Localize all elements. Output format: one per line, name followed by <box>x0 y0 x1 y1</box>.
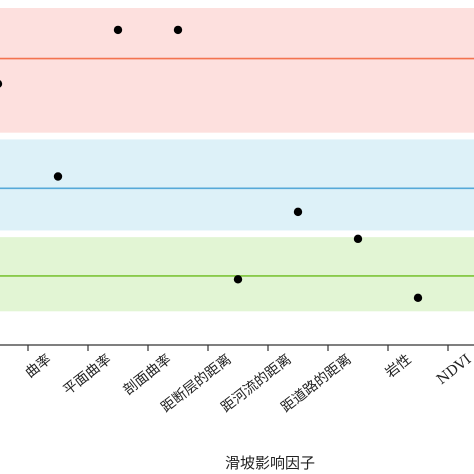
data-point <box>173 25 183 35</box>
data-point <box>113 25 123 35</box>
x-tick-label: 岩性 <box>383 352 415 382</box>
data-point <box>293 207 303 217</box>
data-point <box>353 234 363 244</box>
x-tick-label: 平面曲率 <box>60 351 115 399</box>
x-axis-title: 滑坡影响因子 <box>225 454 315 472</box>
data-points <box>0 25 423 303</box>
data-point <box>413 293 423 303</box>
data-point <box>0 80 3 88</box>
x-tick-label: NDVI <box>434 352 474 389</box>
x-tick-label: 剖面曲率 <box>120 351 175 399</box>
x-tick-label: 曲率 <box>22 351 55 382</box>
band-0 <box>0 8 474 133</box>
data-point <box>53 172 63 181</box>
band-2 <box>0 237 474 312</box>
band-1 <box>0 139 474 231</box>
axes <box>0 344 474 351</box>
data-point <box>233 275 243 284</box>
background-bands <box>0 8 474 312</box>
